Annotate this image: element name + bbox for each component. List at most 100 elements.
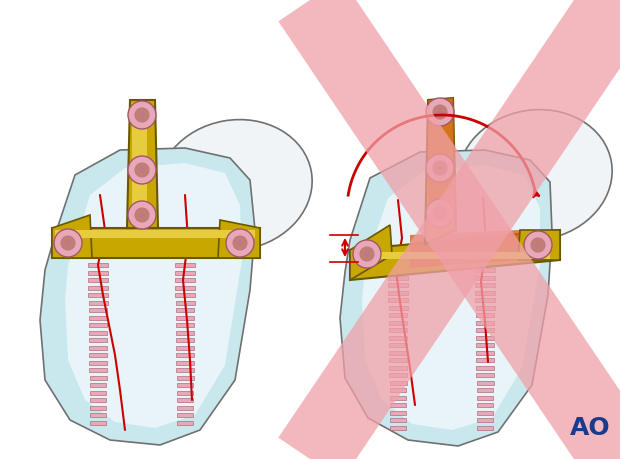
Polygon shape — [340, 150, 552, 446]
Bar — [388, 268, 408, 272]
Bar — [389, 320, 407, 325]
Circle shape — [524, 231, 552, 259]
Bar — [390, 396, 406, 399]
Bar — [90, 391, 106, 394]
Bar — [476, 306, 495, 309]
Circle shape — [226, 229, 254, 257]
Polygon shape — [127, 100, 158, 228]
Bar — [476, 328, 494, 332]
Bar — [176, 338, 194, 342]
Bar — [355, 252, 550, 259]
Bar — [177, 420, 193, 425]
Bar — [389, 373, 407, 377]
Circle shape — [139, 167, 145, 173]
Bar — [390, 410, 406, 414]
Polygon shape — [218, 220, 260, 258]
Circle shape — [54, 229, 82, 257]
Bar — [389, 388, 406, 392]
Bar — [175, 301, 195, 304]
Bar — [89, 323, 107, 327]
Bar — [88, 263, 108, 267]
Polygon shape — [350, 225, 392, 280]
Bar — [476, 313, 494, 317]
Circle shape — [437, 210, 443, 216]
Bar — [89, 330, 107, 335]
Polygon shape — [428, 98, 456, 205]
Circle shape — [364, 251, 370, 257]
Bar — [176, 353, 194, 357]
Bar — [389, 343, 407, 347]
Circle shape — [128, 201, 156, 229]
Bar — [89, 360, 107, 364]
Bar — [476, 365, 494, 369]
Bar — [389, 351, 407, 354]
Bar — [476, 298, 495, 302]
Bar — [477, 388, 494, 392]
Bar — [90, 398, 106, 402]
Circle shape — [128, 101, 156, 129]
Bar — [388, 298, 407, 302]
Bar — [177, 398, 193, 402]
Bar — [477, 418, 493, 422]
Bar — [476, 351, 494, 354]
Bar — [389, 328, 407, 332]
Bar — [390, 418, 406, 422]
Polygon shape — [410, 230, 520, 268]
Bar — [388, 275, 408, 280]
Bar — [389, 365, 407, 369]
Bar — [176, 346, 194, 349]
Bar — [477, 403, 493, 407]
Bar — [90, 383, 107, 387]
Circle shape — [531, 238, 545, 252]
Bar — [389, 358, 407, 362]
Circle shape — [433, 206, 447, 220]
Polygon shape — [362, 165, 540, 430]
Bar — [476, 343, 494, 347]
Bar — [88, 285, 108, 290]
Bar — [175, 278, 195, 282]
Bar — [89, 338, 107, 342]
Bar — [90, 420, 106, 425]
Bar — [89, 301, 107, 304]
Bar — [175, 263, 195, 267]
Bar — [177, 413, 193, 417]
Bar — [476, 336, 494, 340]
Circle shape — [535, 242, 541, 248]
Bar — [89, 375, 107, 380]
Circle shape — [65, 240, 71, 246]
Bar — [177, 383, 193, 387]
Bar — [176, 323, 194, 327]
Ellipse shape — [458, 110, 612, 241]
Circle shape — [139, 112, 145, 118]
Circle shape — [135, 208, 149, 222]
Bar — [389, 313, 407, 317]
Bar — [55, 230, 255, 238]
Bar — [175, 308, 195, 312]
Bar — [90, 413, 106, 417]
Circle shape — [426, 154, 454, 182]
Polygon shape — [65, 163, 242, 428]
Bar — [390, 403, 406, 407]
Bar — [175, 293, 195, 297]
Bar — [388, 291, 408, 295]
Polygon shape — [425, 98, 456, 244]
Bar — [89, 353, 107, 357]
Circle shape — [61, 236, 75, 250]
Circle shape — [353, 240, 381, 268]
Circle shape — [433, 105, 447, 119]
Bar — [389, 306, 407, 309]
Circle shape — [437, 165, 443, 171]
Polygon shape — [52, 228, 260, 258]
Bar — [389, 336, 407, 340]
Bar — [389, 381, 407, 385]
Bar — [90, 405, 106, 409]
Circle shape — [360, 247, 374, 261]
Bar — [175, 315, 194, 319]
Bar — [89, 346, 107, 349]
Bar — [88, 278, 108, 282]
Polygon shape — [518, 230, 560, 260]
Circle shape — [135, 108, 149, 122]
Bar — [177, 405, 193, 409]
Circle shape — [426, 98, 454, 126]
Bar — [176, 360, 193, 364]
